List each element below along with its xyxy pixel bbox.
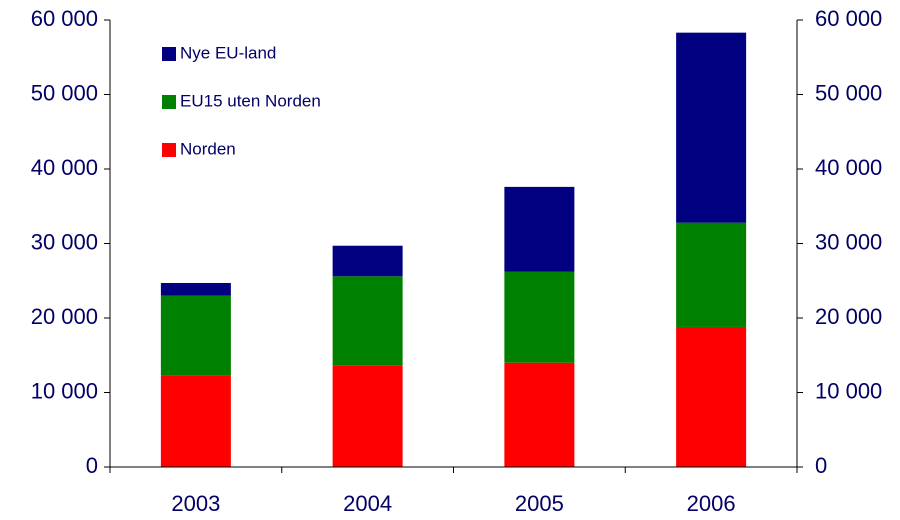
y-tick-label: 20 000	[31, 304, 98, 329]
legend-swatch	[162, 143, 176, 157]
x-tick-label: 2004	[343, 491, 392, 516]
bar-segment	[676, 326, 747, 467]
bar-segment	[160, 282, 231, 296]
y2-tick-label: 0	[815, 453, 827, 478]
bar-segment	[160, 375, 231, 467]
y2-tick-label: 30 000	[815, 229, 882, 254]
bar-segment	[332, 365, 403, 467]
y2-tick-label: 50 000	[815, 80, 882, 105]
bar-segment	[332, 276, 403, 366]
y-tick-label: 60 000	[31, 6, 98, 31]
y2-tick-label: 40 000	[815, 155, 882, 180]
bar-segment	[160, 295, 231, 376]
bar-segment	[504, 362, 575, 467]
y2-tick-label: 10 000	[815, 378, 882, 403]
x-tick-label: 2006	[687, 491, 736, 516]
legend-label: EU15 uten Norden	[180, 91, 321, 110]
bar-segment	[332, 245, 403, 277]
y-tick-label: 50 000	[31, 80, 98, 105]
bar-segment	[676, 32, 747, 223]
y2-tick-label: 20 000	[815, 304, 882, 329]
legend-swatch	[162, 95, 176, 109]
y2-tick-label: 60 000	[815, 6, 882, 31]
x-tick-label: 2003	[171, 491, 220, 516]
legend-label: Norden	[180, 139, 236, 158]
legend-swatch	[162, 47, 176, 61]
y-tick-label: 0	[86, 453, 98, 478]
legend-label: Nye EU-land	[180, 43, 276, 62]
bar-segment	[504, 271, 575, 363]
x-tick-label: 2005	[515, 491, 564, 516]
bar-segment	[504, 186, 575, 272]
y-tick-label: 30 000	[31, 229, 98, 254]
y-tick-label: 40 000	[31, 155, 98, 180]
bar-segment	[676, 222, 747, 327]
y-tick-label: 10 000	[31, 378, 98, 403]
